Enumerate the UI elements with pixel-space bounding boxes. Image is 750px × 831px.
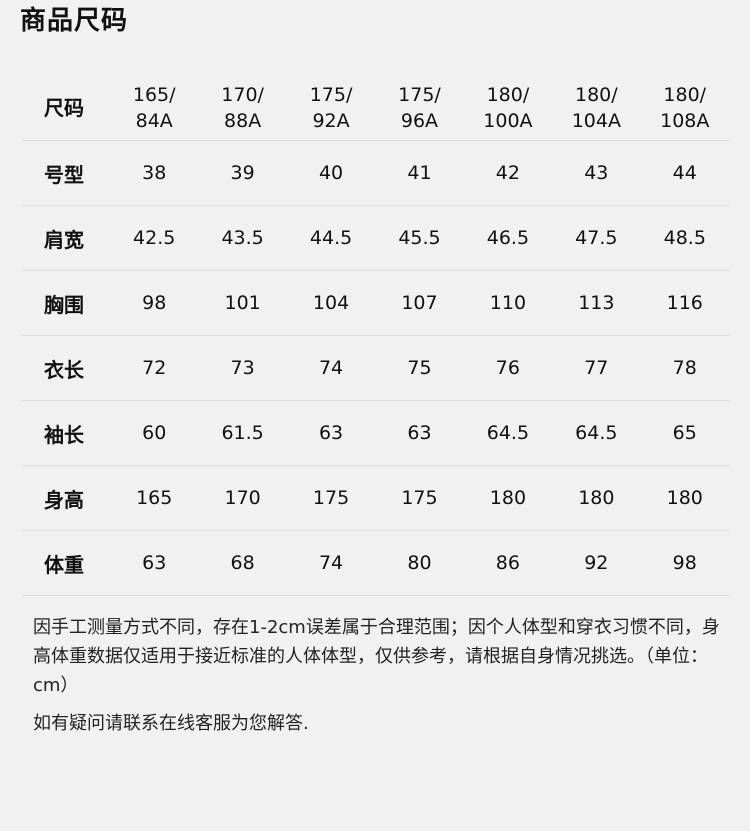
row-label: 体重 (22, 530, 110, 596)
table-cell: 44.5 (286, 205, 376, 271)
row-label: 胸围 (22, 270, 110, 336)
table-cell: 180 (463, 465, 553, 531)
row-label: 衣长 (22, 335, 110, 401)
size-header-row: 尺码 165/84A 170/88A 175/92A 175/96A 180/100A 18… (22, 76, 729, 141)
table-cell: 64.5 (463, 400, 553, 466)
measurement-disclaimer: 因手工测量方式不同，存在1-2cm误差属于合理范围；因个人体型和穿衣习惯不同，身… (33, 617, 720, 696)
size-header-cell: 180/100A (463, 76, 553, 141)
table-cell: 104 (286, 270, 376, 336)
size-notes: 因手工测量方式不同，存在1-2cm误差属于合理范围；因个人体型和穿衣习惯不同，身… (33, 613, 723, 738)
table-cell: 64.5 (552, 400, 641, 466)
table-cell: 73 (198, 335, 287, 401)
table-cell: 113 (552, 270, 641, 336)
row-label: 身高 (22, 465, 110, 531)
table-cell: 80 (375, 530, 464, 596)
table-cell: 110 (463, 270, 553, 336)
table-cell: 39 (198, 140, 287, 206)
table-cell: 61.5 (198, 400, 287, 466)
table-row: 袖长 60 61.5 63 63 64.5 64.5 65 (22, 400, 729, 466)
table-cell: 38 (110, 140, 199, 206)
table-row: 衣长 72 73 74 75 76 77 78 (22, 335, 729, 401)
contact-note: 如有疑问请联系在线客服为您解答. (33, 713, 309, 734)
size-header-cell: 180/108A (640, 76, 729, 141)
size-chart-table: 尺码 165/84A 170/88A 175/92A 175/96A 180/100A 18… (22, 76, 729, 596)
table-cell: 41 (375, 140, 464, 206)
table-cell: 78 (640, 335, 729, 401)
table-row: 肩宽 42.5 43.5 44.5 45.5 46.5 47.5 48.5 (22, 205, 729, 271)
row-label: 号型 (22, 140, 110, 206)
size-header-cell: 170/88A (198, 76, 287, 141)
table-row: 号型 38 39 40 41 42 43 44 (22, 140, 729, 206)
table-cell: 180 (640, 465, 729, 531)
size-header-cell: 175/92A (286, 76, 376, 141)
table-row: 身高 165 170 175 175 180 180 180 (22, 465, 729, 531)
table-cell: 48.5 (640, 205, 729, 271)
table-cell: 60 (110, 400, 199, 466)
table-cell: 43.5 (198, 205, 287, 271)
table-cell: 63 (375, 400, 464, 466)
table-cell: 47.5 (552, 205, 641, 271)
table-cell: 170 (198, 465, 287, 531)
table-cell: 175 (286, 465, 376, 531)
size-header-cell: 175/96A (375, 76, 464, 141)
table-cell: 98 (110, 270, 199, 336)
table-cell: 68 (198, 530, 287, 596)
size-chart-body: 尺码 165/84A 170/88A 175/92A 175/96A 180/100A 18… (22, 76, 729, 596)
table-row: 胸围 98 101 104 107 110 113 116 (22, 270, 729, 336)
row-label: 袖长 (22, 400, 110, 466)
table-cell: 65 (640, 400, 729, 466)
table-cell: 63 (110, 530, 199, 596)
table-cell: 43 (552, 140, 641, 206)
row-label: 肩宽 (22, 205, 110, 271)
table-cell: 72 (110, 335, 199, 401)
table-cell: 180 (552, 465, 641, 531)
table-cell: 175 (375, 465, 464, 531)
table-cell: 77 (552, 335, 641, 401)
table-cell: 63 (286, 400, 376, 466)
page-title: 商品尺码 (20, 6, 129, 36)
table-cell: 74 (286, 530, 376, 596)
table-cell: 101 (198, 270, 287, 336)
table-cell: 165 (110, 465, 199, 531)
table-cell: 74 (286, 335, 376, 401)
size-header-cell: 180/104A (552, 76, 641, 141)
table-cell: 92 (552, 530, 641, 596)
table-cell: 40 (286, 140, 376, 206)
table-cell: 46.5 (463, 205, 553, 271)
table-cell: 98 (640, 530, 729, 596)
table-cell: 107 (375, 270, 464, 336)
table-cell: 42.5 (110, 205, 199, 271)
size-header-cell: 165/84A (110, 76, 199, 141)
table-cell: 44 (640, 140, 729, 206)
table-cell: 42 (463, 140, 553, 206)
table-cell: 76 (463, 335, 553, 401)
table-cell: 116 (640, 270, 729, 336)
table-cell: 75 (375, 335, 464, 401)
table-row: 体重 63 68 74 80 86 92 98 (22, 530, 729, 596)
table-cell: 86 (463, 530, 553, 596)
table-cell: 45.5 (375, 205, 464, 271)
size-header-label: 尺码 (22, 76, 110, 141)
